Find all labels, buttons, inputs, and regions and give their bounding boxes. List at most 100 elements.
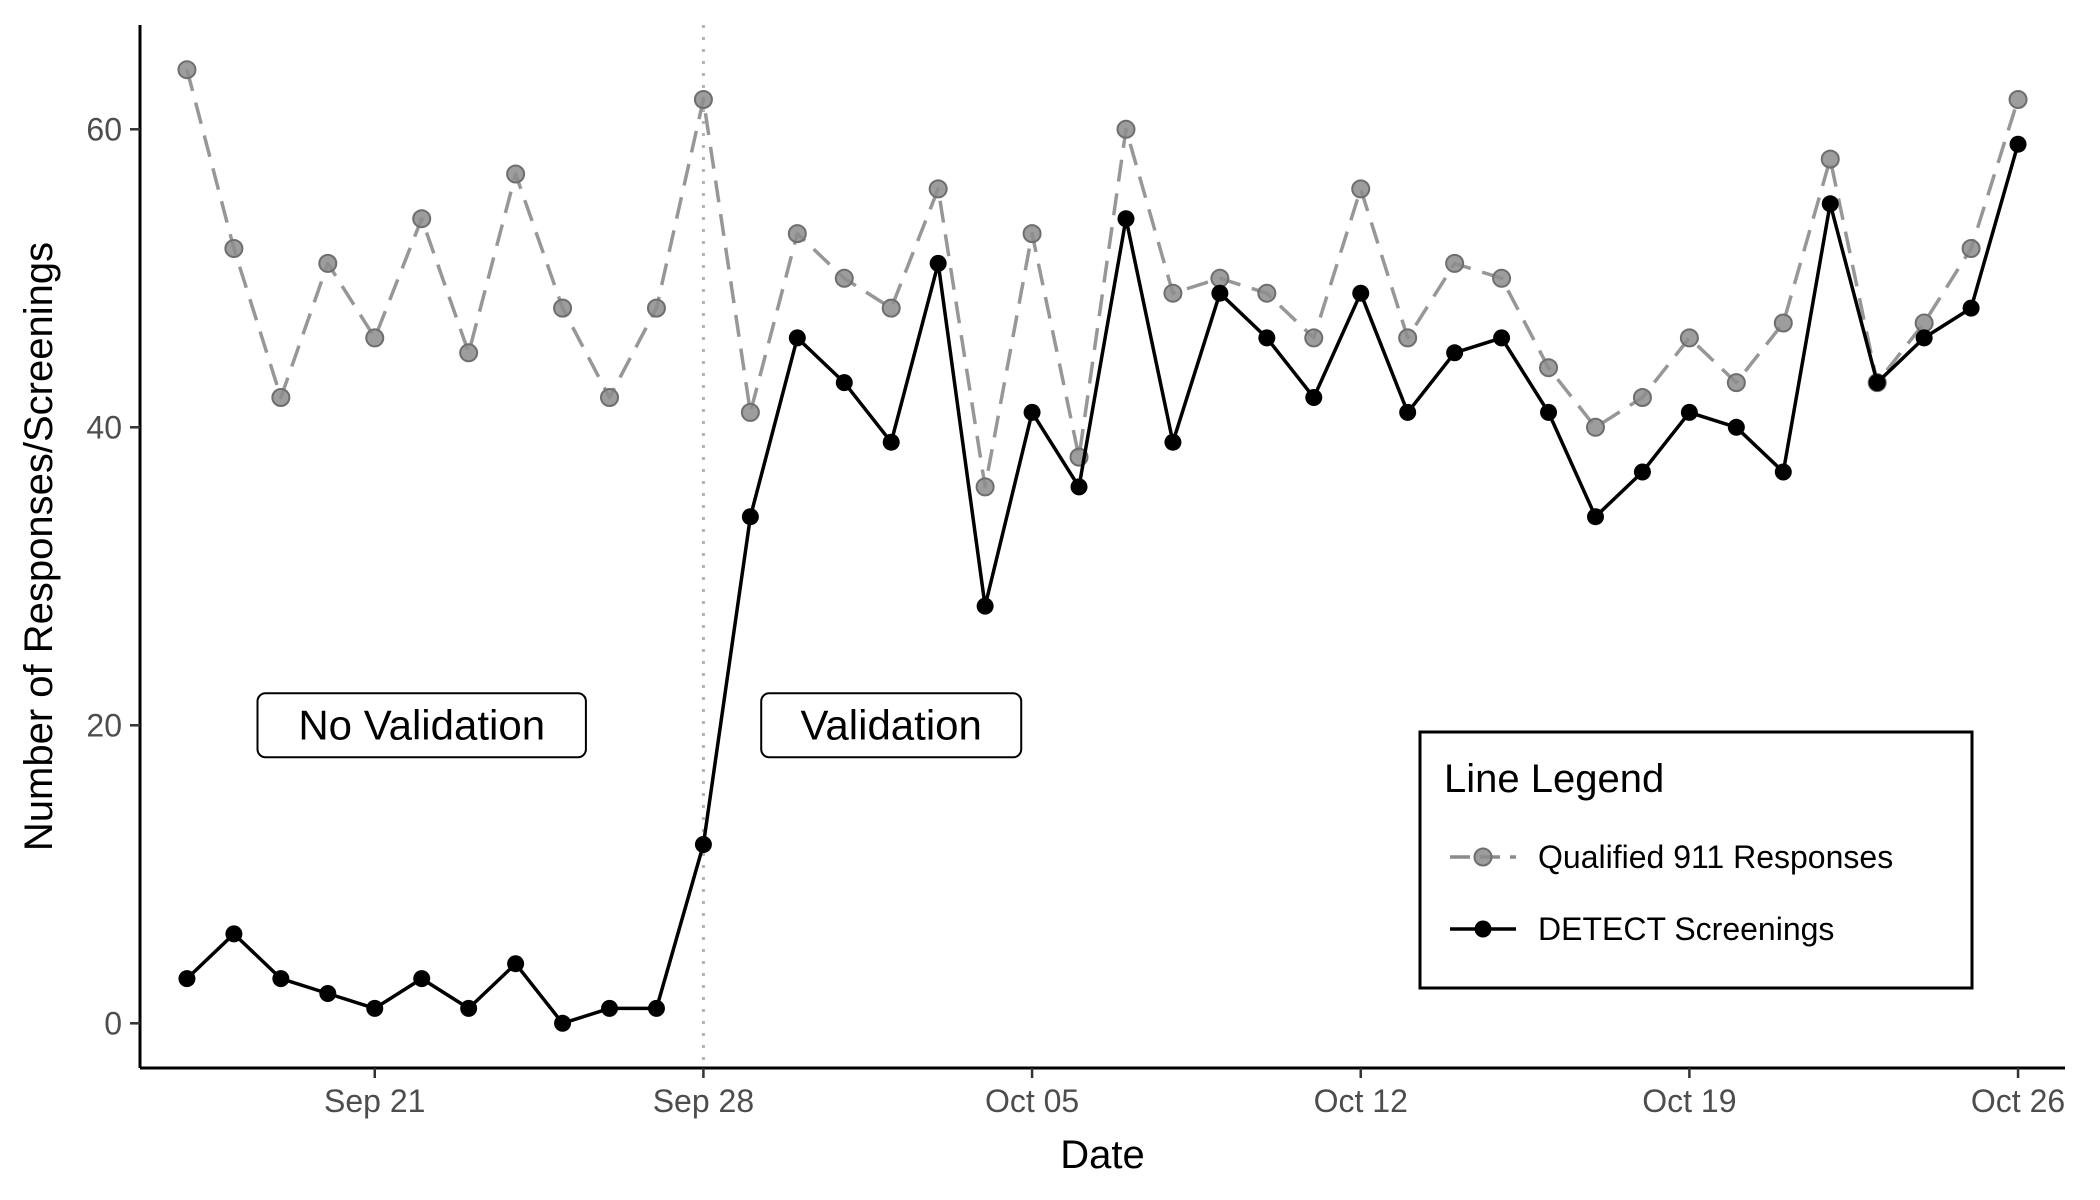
data-point	[2009, 135, 2027, 153]
data-point	[1774, 463, 1792, 481]
data-point	[694, 836, 712, 853]
data-point	[1351, 179, 1371, 199]
x-tick-label: Oct 05	[985, 1083, 1079, 1119]
annotation-box	[256, 692, 587, 759]
y-tick-label: 20	[86, 707, 122, 743]
data-point	[1492, 268, 1512, 288]
legend-entry: Qualified 911 Responses	[1450, 839, 1893, 875]
data-point	[1586, 508, 1604, 526]
y-tick-label: 60	[86, 111, 122, 147]
data-point	[1446, 344, 1464, 362]
data-point	[178, 970, 196, 988]
series-detect-screenings	[178, 135, 2027, 1032]
data-point	[554, 1014, 572, 1032]
data-point	[1727, 418, 1745, 436]
data-point	[271, 388, 291, 407]
legend-key-point	[1473, 847, 1493, 867]
data-point	[1773, 313, 1793, 333]
data-point	[929, 254, 947, 272]
data-point	[2008, 90, 2028, 109]
data-point	[928, 179, 948, 199]
x-tick-label: Sep 21	[324, 1083, 425, 1119]
data-point	[412, 209, 432, 229]
data-point	[835, 374, 853, 392]
data-point	[1117, 210, 1135, 228]
legend-title: Line Legend	[1444, 757, 1664, 801]
data-point	[1914, 313, 1934, 333]
annotation-box	[760, 692, 1023, 759]
data-point	[1210, 268, 1230, 288]
data-point	[1821, 195, 1839, 213]
legend-entry: DETECT Screenings	[1450, 911, 1834, 947]
legend: Line Legend Qualified 911 Responses DETECT…	[1418, 730, 1974, 990]
data-point	[224, 239, 244, 258]
annotation-label: No Validation	[256, 692, 587, 759]
data-point	[1116, 119, 1136, 139]
data-point	[1868, 374, 1886, 392]
data-point	[601, 999, 619, 1017]
y-tick-label: 0	[104, 1005, 122, 1041]
data-point	[1352, 284, 1370, 302]
data-point	[740, 402, 760, 422]
legend-label: Qualified 911 Responses	[1538, 839, 1893, 875]
data-point	[225, 925, 243, 943]
x-tick-label: Oct 12	[1314, 1083, 1408, 1119]
data-point	[834, 268, 854, 288]
data-point	[1539, 358, 1559, 378]
data-point	[506, 164, 526, 184]
data-point	[318, 253, 338, 273]
legend-label: DETECT Screenings	[1538, 911, 1834, 947]
data-point	[1399, 403, 1417, 421]
data-point	[365, 328, 385, 348]
data-point	[272, 970, 290, 988]
axes-layer: 0 20 40 60 Sep 21 Sep 28 Oct 05 Oct 12 Oct 19 Oct…	[86, 25, 2065, 1119]
data-point	[787, 224, 807, 244]
data-point	[1304, 328, 1324, 348]
data-point	[459, 343, 479, 363]
x-tick-label: Sep 28	[653, 1083, 754, 1119]
data-point	[1398, 328, 1418, 348]
data-point	[1445, 253, 1465, 273]
data-point	[882, 433, 900, 451]
data-point	[1258, 329, 1276, 347]
series-line	[185, 143, 2020, 1026]
data-point	[1962, 299, 1980, 317]
legend-box	[1418, 730, 1974, 990]
data-point	[553, 298, 573, 318]
x-axis-title: Date	[1060, 1133, 1145, 1177]
data-point	[1022, 224, 1042, 244]
y-tick-label: 40	[86, 409, 122, 445]
data-point	[788, 329, 806, 347]
data-point	[741, 508, 759, 526]
data-point	[1820, 149, 1840, 169]
x-tick-label: Oct 26	[1971, 1083, 2065, 1119]
data-point	[319, 985, 337, 1002]
data-point	[507, 955, 525, 973]
data-point	[693, 90, 713, 109]
annotation-text: No Validation	[298, 701, 545, 748]
data-point	[646, 298, 666, 318]
annotation-text: Validation	[801, 701, 982, 748]
data-point	[647, 999, 665, 1017]
data-point	[1070, 478, 1088, 496]
annotation-label: Validation	[760, 692, 1023, 759]
data-point	[881, 298, 901, 318]
data-point	[177, 60, 197, 80]
data-point	[1540, 403, 1558, 421]
annotation-layer: No Validation Validation	[256, 692, 1023, 759]
data-point	[1726, 373, 1746, 393]
series-qualified-911-responses	[177, 60, 2028, 497]
data-point	[1679, 328, 1699, 348]
data-point	[1961, 239, 1981, 258]
data-point	[1680, 403, 1698, 421]
data-point	[1023, 403, 1041, 421]
data-point	[600, 388, 620, 407]
y-axis-title: Number of Responses/Screenings	[17, 242, 61, 851]
data-point	[1633, 463, 1651, 481]
legend-key-point	[1474, 920, 1492, 938]
data-point	[1632, 388, 1652, 407]
x-tick-label: Oct 19	[1642, 1083, 1736, 1119]
data-point	[1493, 329, 1511, 347]
